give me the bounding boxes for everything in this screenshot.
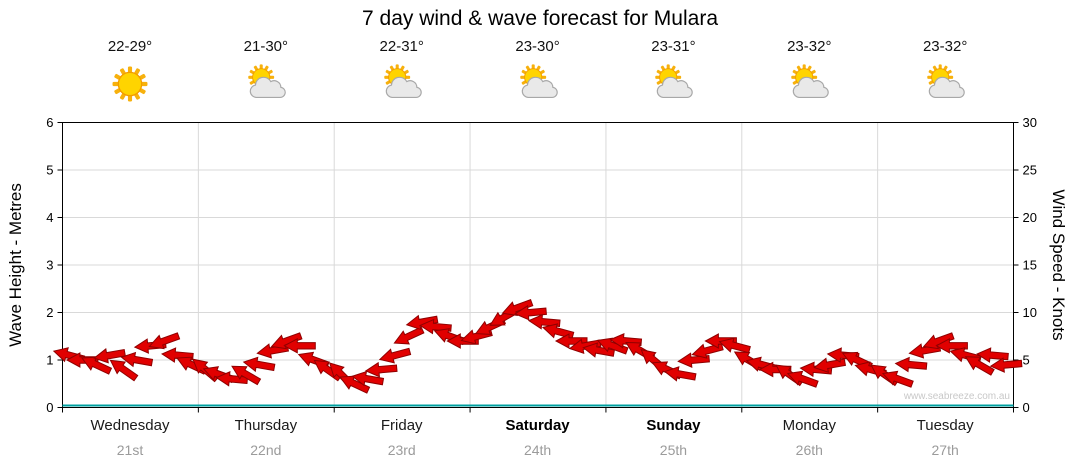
sunny-icon bbox=[62, 61, 198, 107]
day-date: 26th bbox=[795, 442, 823, 458]
left-axis-ticks: 0 1 2 3 4 5 6 bbox=[46, 115, 63, 415]
day-date: 27th bbox=[931, 442, 959, 458]
partly-cloudy-icon bbox=[470, 61, 606, 107]
day-date: 25th bbox=[659, 442, 688, 458]
temperature-range: 23-32° bbox=[787, 38, 832, 55]
day-name: Friday bbox=[380, 417, 423, 434]
svg-text:10: 10 bbox=[1023, 305, 1037, 320]
temperature-range: 23-32° bbox=[922, 38, 968, 55]
day-date: 23rd bbox=[387, 442, 416, 458]
wind-arrows bbox=[52, 299, 1023, 394]
svg-text:6: 6 bbox=[46, 115, 53, 130]
day-date: 21st bbox=[116, 442, 144, 458]
temperature-range: 22-31° bbox=[379, 38, 424, 55]
svg-text:4: 4 bbox=[46, 210, 53, 225]
partly-cloudy-icon bbox=[334, 61, 470, 107]
day-name: Wednesday bbox=[90, 417, 170, 434]
day-column-thursday: 21-30° bbox=[198, 38, 334, 107]
day-column-monday: 23-32° bbox=[741, 38, 877, 107]
partly-cloudy-icon bbox=[741, 61, 877, 107]
temperature-range: 21-30° bbox=[243, 38, 289, 55]
day-label-column-saturday: Saturday 24th bbox=[470, 417, 606, 458]
svg-text:20: 20 bbox=[1023, 210, 1037, 225]
temperature-range: 22-29° bbox=[107, 38, 153, 55]
day-name: Thursday bbox=[234, 417, 298, 434]
partly-cloudy-icon bbox=[605, 61, 741, 107]
day-name: Tuesday bbox=[916, 417, 974, 434]
partly-cloudy-icon bbox=[198, 61, 334, 107]
svg-text:30: 30 bbox=[1023, 115, 1037, 130]
day-label-column-sunday: Sunday 25th bbox=[605, 417, 741, 458]
partly-cloudy-icon bbox=[877, 61, 1013, 107]
chart-title: 7 day wind & wave forecast for Mulara bbox=[362, 7, 718, 30]
right-axis-ticks: 0 5 10 15 20 25 30 bbox=[1013, 115, 1037, 415]
day-column-friday: 22-31° bbox=[334, 38, 470, 107]
day-name: Monday bbox=[782, 417, 836, 434]
svg-text:5: 5 bbox=[46, 163, 53, 178]
day-label-column-tuesday: Tuesday 27th bbox=[877, 417, 1013, 458]
temperature-range: 23-30° bbox=[515, 38, 560, 55]
day-date: 24th bbox=[523, 442, 552, 458]
svg-text:3: 3 bbox=[46, 258, 53, 273]
svg-text:0: 0 bbox=[1023, 400, 1030, 415]
watermark-text: www.seabreeze.com.au bbox=[903, 391, 1010, 402]
day-label-column-wednesday: Wednesday 21st bbox=[62, 417, 198, 458]
x-axis-ticks bbox=[62, 407, 1014, 413]
svg-text:15: 15 bbox=[1023, 258, 1037, 273]
temperature-range: 23-31° bbox=[651, 38, 696, 55]
left-axis-title: Wave Height - Metres bbox=[6, 183, 25, 347]
day-label-column-thursday: Thursday 22nd bbox=[198, 417, 334, 458]
day-column-wednesday: 22-29° bbox=[62, 38, 198, 107]
day-label-column-friday: Friday 23rd bbox=[334, 417, 470, 458]
svg-text:5: 5 bbox=[1023, 353, 1030, 368]
svg-text:1: 1 bbox=[46, 353, 53, 368]
day-column-saturday: 23-30° bbox=[470, 38, 606, 107]
svg-text:2: 2 bbox=[46, 305, 53, 320]
day-column-sunday: 23-31° bbox=[605, 38, 741, 107]
day-date: 22nd bbox=[250, 442, 282, 458]
day-name: Sunday bbox=[646, 417, 701, 434]
svg-text:25: 25 bbox=[1023, 163, 1037, 178]
day-column-tuesday: 23-32° bbox=[877, 38, 1013, 107]
svg-text:0: 0 bbox=[46, 400, 53, 415]
right-axis-title: Wind Speed - Knots bbox=[1049, 189, 1068, 341]
day-name: Saturday bbox=[505, 417, 570, 434]
day-label-column-monday: Monday 26th bbox=[741, 417, 877, 458]
